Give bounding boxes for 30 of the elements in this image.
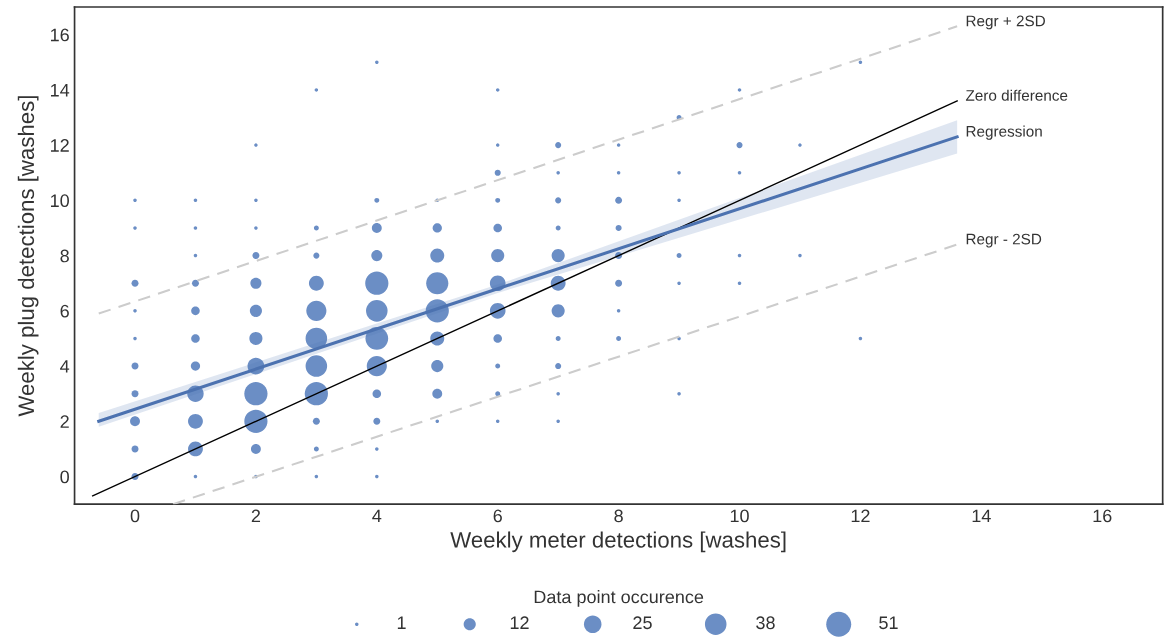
series-label: Regression — [966, 125, 1042, 140]
y-tick-label: 16 — [50, 28, 69, 42]
legend-label: 12 — [510, 616, 529, 629]
y-tick-label: 12 — [50, 139, 69, 152]
x-tick-label: 4 — [372, 509, 382, 523]
y-axis-title: Weekly plug detections [washes] — [17, 96, 39, 417]
legend-label: 51 — [879, 616, 898, 630]
x-axis-title: Weekly meter detections [washes] — [450, 531, 786, 553]
x-tick-label: 0 — [130, 509, 140, 523]
x-tick-label: 12 — [851, 509, 870, 523]
y-tick-label: 4 — [60, 360, 70, 373]
legend-label: 1 — [397, 616, 406, 629]
y-tick-label: 0 — [60, 470, 69, 484]
legend-title: Data point occurence — [534, 590, 704, 607]
y-tick-label: 14 — [50, 84, 70, 97]
series-label: Regr - 2SD — [966, 233, 1042, 248]
series-label: Zero difference — [965, 89, 1068, 101]
x-tick-label: 14 — [972, 509, 991, 523]
legend-label: 38 — [756, 616, 775, 630]
x-tick-label: 8 — [614, 509, 623, 523]
y-tick-label: 8 — [60, 249, 69, 263]
y-tick-label: 6 — [60, 304, 69, 318]
legend-label: 25 — [633, 616, 652, 630]
x-tick-label: 16 — [1093, 509, 1112, 523]
series-label: Regr + 2SD — [966, 15, 1045, 30]
x-tick-label: 10 — [730, 509, 749, 523]
y-tick-label: 2 — [60, 415, 69, 428]
y-tick-label: 10 — [50, 194, 69, 208]
x-tick-label: 2 — [251, 509, 261, 523]
x-tick-label: 6 — [493, 509, 502, 523]
